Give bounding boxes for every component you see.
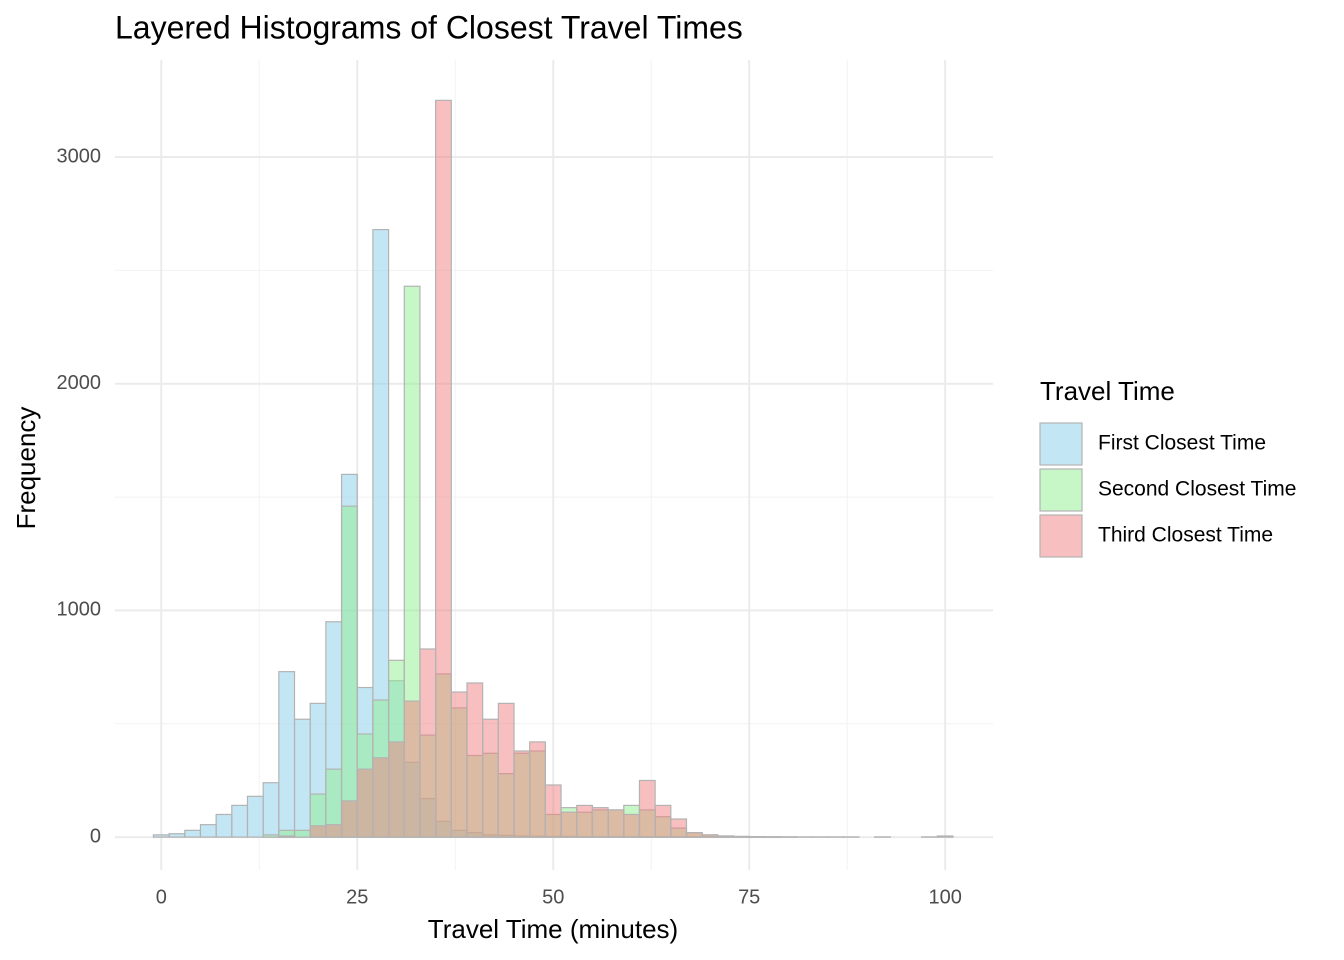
y-axis-label: Frequency	[11, 407, 41, 530]
histogram-bar	[576, 804, 594, 838]
histogram-bar	[340, 800, 358, 838]
histogram-bar	[497, 702, 515, 838]
histogram-bar	[372, 757, 390, 838]
histogram-bar	[262, 782, 280, 838]
histogram-bar	[670, 818, 688, 838]
y-tick-label: 1000	[57, 599, 102, 621]
x-tick-label: 0	[156, 886, 167, 908]
histogram-bar	[278, 671, 296, 838]
histogram-bar	[450, 691, 468, 838]
histogram-bar	[607, 809, 625, 838]
histogram-bar	[262, 834, 280, 838]
legend-label: Third Closest Time	[1098, 524, 1273, 547]
legend-key	[1039, 468, 1083, 512]
histogram-bar	[591, 807, 609, 838]
histogram-bar	[732, 835, 750, 838]
histogram-bar	[529, 741, 546, 838]
histogram-bar	[701, 834, 719, 838]
legend-key	[1039, 422, 1083, 466]
y-tick-label: 3000	[57, 145, 102, 167]
histogram-bar	[215, 813, 233, 838]
histogram-bar	[184, 829, 202, 838]
x-axis-label: Travel Time (minutes)	[428, 914, 678, 944]
x-tick-label: 25	[346, 886, 368, 908]
histogram-bar	[435, 99, 452, 838]
y-tick-label: 2000	[57, 372, 102, 394]
histogram-bar	[246, 795, 264, 838]
histogram-bar	[482, 718, 499, 838]
histogram-bar	[340, 505, 358, 838]
histogram-bar	[356, 768, 374, 838]
chart-title: Layered Histograms of Closest Travel Tim…	[115, 9, 743, 45]
x-tick-label: 100	[928, 886, 961, 908]
histogram-bar	[293, 718, 311, 838]
histogram-bar	[278, 835, 296, 838]
histogram-bar	[513, 750, 531, 838]
histogram-bar	[231, 804, 249, 838]
y-tick-label: 0	[90, 825, 101, 847]
legend-label: First Closest Time	[1098, 432, 1266, 455]
histogram-bar	[152, 834, 170, 838]
histogram-bar	[560, 811, 578, 838]
histogram-bar	[623, 813, 641, 838]
histogram-bar	[466, 682, 484, 838]
histogram-bar	[168, 833, 186, 838]
histogram-bar	[309, 825, 327, 838]
histogram-bar	[325, 824, 343, 838]
x-tick-label: 75	[738, 886, 760, 908]
histogram-bar	[419, 648, 437, 838]
histogram-bar	[717, 835, 735, 838]
histogram-bar	[544, 784, 562, 838]
legend-title: Travel Time	[1040, 376, 1175, 406]
histogram-bar	[199, 824, 217, 838]
histogram-bar	[387, 741, 405, 838]
x-tick-label: 50	[542, 886, 564, 908]
histogram-bar	[403, 700, 421, 838]
histogram-bar	[638, 779, 656, 838]
histogram-bar	[293, 829, 311, 838]
histogram-bar	[685, 831, 703, 838]
histogram-bar	[936, 835, 954, 838]
legend-label: Second Closest Time	[1098, 478, 1296, 501]
legend-key	[1039, 514, 1083, 558]
histogram-bar	[654, 804, 672, 838]
